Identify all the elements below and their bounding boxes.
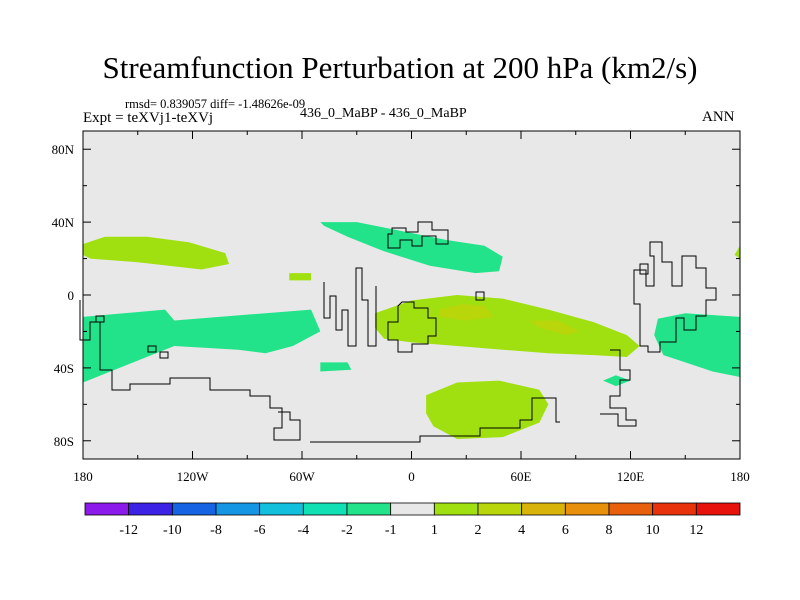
contour-region-5	[83, 236, 229, 270]
coastline-australia	[600, 349, 637, 427]
y-tick-label: 0	[68, 288, 75, 303]
colorbar-label: 6	[562, 523, 569, 538]
coastlines	[79, 221, 717, 443]
contour-region-2	[320, 222, 503, 274]
y-tick-label: 40N	[52, 215, 75, 230]
coastline-small-island	[475, 291, 485, 301]
colorbar-label: -8	[210, 523, 222, 538]
colorbar-swatch	[521, 502, 566, 516]
plot-area	[83, 131, 740, 459]
coastline-north-america	[323, 267, 377, 347]
coastline-africa	[387, 301, 437, 353]
contour-region-11	[530, 320, 580, 336]
colorbar-label: 4	[518, 523, 525, 538]
coastline-antarctica	[310, 397, 560, 443]
colorbar-swatch	[171, 502, 217, 516]
y-tick-label: 80S	[54, 434, 74, 449]
rmsd-stats: rmsd= 0.839057 diff= -1.48626e-09	[125, 97, 306, 111]
colorbar-label: 10	[646, 523, 660, 538]
y-tick-label: 80N	[52, 142, 75, 157]
x-tick-label: 120W	[177, 469, 210, 484]
colorbar-label: 1	[431, 523, 438, 538]
colorbar-label: 12	[689, 523, 703, 538]
axis-ticks: 180 120W 60W 0 60E 120E 180 80N 40N 0 40S 80S	[52, 131, 750, 484]
colorbar-swatch	[259, 502, 304, 516]
colorbar-swatch	[128, 502, 173, 516]
contour-region-8	[426, 380, 549, 439]
coastline-asia	[633, 241, 717, 353]
season-label: ANN	[702, 109, 735, 125]
contour-region-6	[289, 273, 312, 281]
contour-region-3	[603, 375, 631, 387]
coastline-south-america	[79, 300, 301, 441]
x-tick-label: 60E	[511, 469, 532, 484]
colorbar-swatch	[84, 502, 130, 516]
contour-region-1	[320, 362, 352, 372]
colorbar-swatch	[477, 502, 523, 516]
x-tick-label: 120E	[617, 469, 645, 484]
colorbar-label: -2	[341, 523, 353, 538]
colorbar-swatch	[390, 502, 435, 516]
colorbar-swatch	[433, 502, 479, 516]
colorbar-swatch	[215, 502, 261, 516]
colorbar-label: 2	[475, 523, 482, 538]
colorbar-swatch	[564, 502, 610, 516]
contour-region-10	[438, 304, 494, 321]
coastline-asia-islands	[639, 263, 649, 275]
chart-title: Streamfunction Perturbation at 200 hPa (…	[102, 50, 698, 85]
contour-region-9	[734, 245, 740, 259]
colorbar-swatch	[652, 502, 697, 516]
colorbar-swatch	[302, 502, 348, 516]
colorbar-label: -4	[297, 523, 309, 538]
colorbar: -12 -10 -8 -6 -4 -2 -1 1 2 4 6 8 10 12	[84, 502, 741, 538]
experiment-label: Expt = teXVj1-teXVj	[83, 110, 214, 126]
colorbar-label: -10	[163, 523, 182, 538]
y-tick-label: 40S	[54, 361, 74, 376]
colorbar-label: -6	[254, 523, 266, 538]
coastline-europe	[387, 221, 449, 249]
colorbar-label: 8	[606, 523, 613, 538]
colorbar-swatch	[695, 502, 741, 516]
x-tick-label: 180	[73, 469, 93, 484]
colorbar-label: -1	[385, 523, 397, 538]
colorbar-swatch	[346, 502, 392, 516]
contour-region-0	[83, 309, 321, 383]
x-tick-label: 180	[730, 469, 750, 484]
contour-regions	[83, 222, 740, 439]
plot-background	[83, 131, 740, 459]
x-tick-label: 60W	[289, 469, 315, 484]
case-label: 436_0_MaBP - 436_0_MaBP	[300, 106, 467, 121]
x-tick-label: 0	[408, 469, 415, 484]
coastline-caribbean	[95, 315, 169, 359]
colorbar-swatch	[608, 502, 654, 516]
colorbar-label: -12	[119, 523, 138, 538]
